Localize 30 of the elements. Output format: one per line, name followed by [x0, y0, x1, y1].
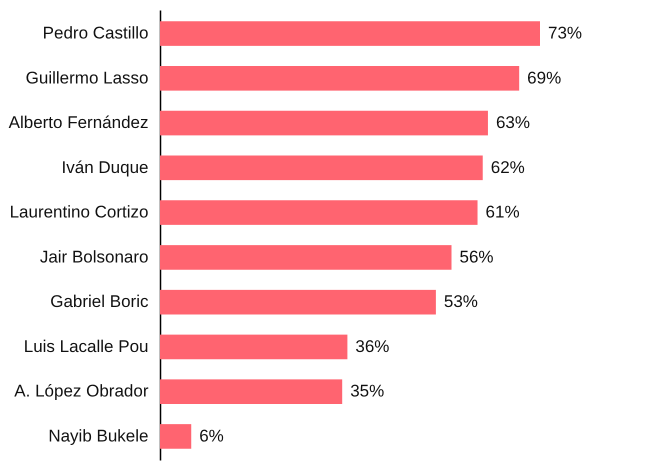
data-label: 69%	[527, 68, 562, 88]
bar	[160, 110, 488, 136]
bar	[160, 334, 348, 360]
data-label: 35%	[350, 382, 384, 401]
y-tick-label: Gabriel Boric	[50, 292, 149, 312]
data-label: 6%	[199, 426, 224, 446]
y-tick-label: A. López Obrador	[14, 382, 149, 401]
data-label: 61%	[486, 202, 520, 222]
bar	[160, 290, 436, 314]
bar	[160, 379, 342, 404]
y-tick-label: Pedro Castillo	[42, 24, 148, 43]
data-label: 56%	[460, 247, 494, 266]
data-label: 63%	[496, 113, 530, 132]
y-tick-label: Laurentino Cortizo	[10, 202, 148, 222]
bar	[160, 66, 520, 91]
data-label: 62%	[490, 158, 525, 177]
bar	[160, 245, 452, 270]
y-tick-label: Guillermo Lasso	[26, 68, 148, 88]
data-label: 73%	[548, 24, 582, 43]
y-tick-label: Iván Duque	[62, 158, 148, 177]
bar	[160, 21, 540, 46]
bar	[160, 200, 478, 225]
bar	[160, 156, 483, 180]
y-tick-label: Jair Bolsonaro	[40, 247, 148, 266]
data-label: 53%	[444, 292, 478, 312]
bar	[160, 424, 192, 449]
data-label: 36%	[355, 336, 390, 356]
y-tick-label: Nayib Bukele	[48, 426, 148, 446]
y-tick-label: Alberto Fernández	[8, 113, 148, 132]
y-tick-label: Luis Lacalle Pou	[24, 336, 148, 356]
